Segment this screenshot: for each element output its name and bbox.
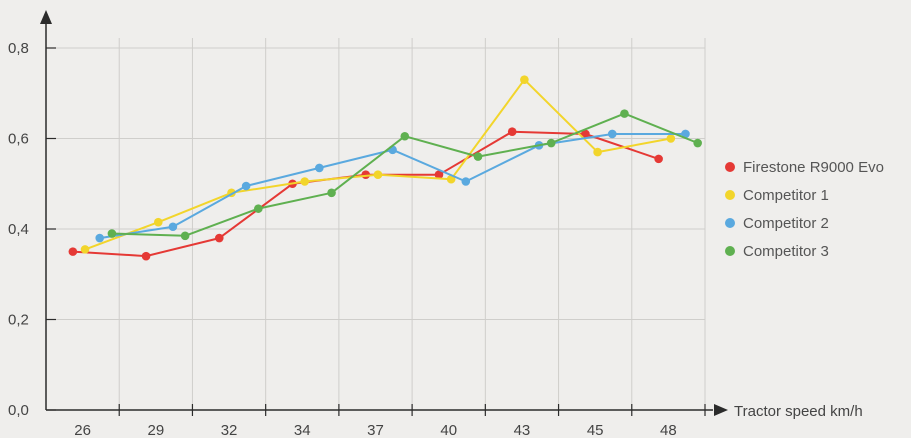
legend-label: Competitor 1 — [743, 187, 829, 204]
legend-label: Firestone R9000 Evo — [743, 159, 884, 176]
y-tick-label: 0,4 — [8, 221, 29, 238]
x-tick-label: 43 — [514, 422, 531, 438]
series-layer — [68, 75, 702, 261]
series-1 — [68, 127, 663, 261]
data-point — [507, 127, 517, 137]
data-point — [593, 147, 602, 157]
legend-label: Competitor 3 — [743, 243, 829, 260]
data-point — [315, 163, 324, 173]
grid — [46, 38, 706, 410]
data-point — [461, 177, 471, 186]
data-point — [581, 129, 590, 139]
y-tick-labels: 0,0 0,2 0,4 0,6 0,8 — [8, 40, 56, 419]
legend: Firestone R9000 Evo Competitor 1 Competito… — [725, 159, 884, 260]
x-tick-label: 37 — [367, 422, 384, 438]
y-axis-arrow — [40, 10, 52, 24]
series-2 — [80, 75, 676, 254]
data-point — [241, 181, 251, 191]
y-tick-label: 0,2 — [8, 312, 29, 329]
axes — [40, 10, 728, 416]
x-tick-label: 29 — [147, 422, 164, 438]
series-4 — [107, 109, 702, 241]
data-point — [168, 222, 178, 232]
data-point — [681, 129, 690, 139]
x-tick-label: 34 — [294, 422, 311, 438]
x-tick-label: 40 — [440, 422, 457, 438]
data-point — [607, 129, 617, 139]
data-point — [80, 245, 90, 254]
data-point — [520, 75, 529, 84]
data-point — [300, 177, 310, 186]
series-line — [72, 130, 659, 258]
data-point — [214, 233, 224, 243]
data-point — [180, 231, 190, 241]
data-point — [434, 170, 444, 179]
data-point — [141, 251, 151, 261]
data-point — [107, 229, 117, 238]
x-tick-label: 45 — [587, 422, 604, 438]
legend-marker — [725, 162, 735, 172]
series-3 — [95, 129, 690, 243]
x-tick-label: 32 — [221, 422, 238, 438]
x-tick-label: 48 — [660, 422, 677, 438]
data-point — [654, 154, 663, 164]
data-point — [666, 134, 676, 143]
legend-label: Competitor 2 — [743, 215, 829, 232]
data-point — [373, 170, 383, 179]
x-tick-labels: 26 29 32 34 37 40 43 45 48 — [74, 404, 706, 438]
data-point — [95, 233, 104, 243]
data-point — [400, 131, 410, 141]
y-tick-label: 0,6 — [8, 131, 29, 148]
data-point — [546, 138, 556, 148]
data-point — [327, 188, 336, 198]
data-point — [620, 109, 629, 118]
y-tick-label: 0,0 — [8, 402, 29, 419]
legend-marker — [725, 246, 735, 256]
data-point — [68, 247, 78, 256]
x-axis-title: Tractor speed km/h — [734, 403, 863, 420]
data-point — [693, 138, 702, 148]
legend-marker — [725, 218, 735, 228]
x-axis-arrow — [714, 404, 728, 416]
y-tick-label: 0,8 — [8, 40, 29, 57]
x-tick-label: 26 — [74, 422, 91, 438]
legend-marker — [725, 190, 735, 200]
data-point — [473, 152, 483, 161]
data-point — [254, 204, 263, 213]
data-point — [153, 217, 163, 227]
